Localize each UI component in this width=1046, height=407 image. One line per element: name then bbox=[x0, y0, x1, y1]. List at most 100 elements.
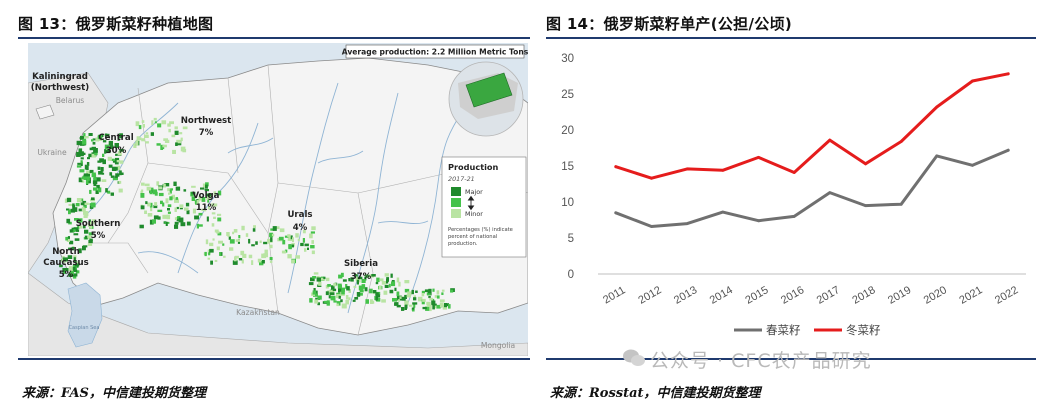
series-0-point bbox=[1006, 148, 1010, 152]
y-tick-label: 25 bbox=[561, 89, 574, 101]
crop-patch bbox=[194, 215, 199, 220]
crop-patch bbox=[166, 214, 171, 220]
crop-patch bbox=[370, 299, 373, 304]
bottom-rule bbox=[18, 358, 530, 360]
crop-patch bbox=[88, 133, 93, 136]
crop-patch bbox=[163, 138, 168, 141]
crop-patch bbox=[302, 230, 306, 234]
crop-patch bbox=[172, 149, 176, 154]
crop-patch bbox=[176, 139, 182, 144]
crop-patch bbox=[68, 209, 71, 215]
crop-patch bbox=[71, 229, 74, 232]
crop-patch bbox=[110, 192, 114, 196]
crop-patch bbox=[82, 245, 86, 251]
crop-patch bbox=[345, 299, 349, 305]
crop-patch bbox=[201, 208, 207, 212]
crop-patch bbox=[84, 235, 88, 240]
crop-patch bbox=[212, 203, 218, 207]
crop-patch bbox=[295, 233, 299, 238]
crop-patch bbox=[74, 218, 79, 221]
crop-patch bbox=[339, 285, 342, 289]
series-1-point bbox=[1006, 72, 1010, 76]
crop-patch bbox=[163, 183, 166, 188]
crop-patch bbox=[178, 217, 184, 223]
x-tick-label: 2011 bbox=[601, 284, 627, 306]
x-tick-label: 2014 bbox=[708, 284, 735, 307]
crop-patch bbox=[354, 297, 359, 300]
crop-patch bbox=[323, 276, 326, 280]
crop-patch bbox=[167, 188, 171, 192]
crop-patch bbox=[89, 238, 93, 242]
crop-patch bbox=[211, 203, 215, 207]
crop-patch bbox=[141, 189, 144, 193]
crop-patch bbox=[309, 298, 313, 303]
crop-patch bbox=[138, 125, 142, 130]
crop-patch bbox=[65, 236, 68, 241]
crop-patch bbox=[145, 201, 148, 205]
crop-patch bbox=[317, 295, 322, 300]
crop-patch bbox=[371, 300, 375, 304]
series-1-point bbox=[614, 165, 618, 169]
crop-patch bbox=[434, 303, 437, 306]
crop-patch bbox=[259, 260, 264, 266]
crop-patch bbox=[240, 250, 245, 256]
crop-patch bbox=[412, 302, 418, 305]
crop-patch bbox=[147, 213, 153, 217]
region-central-pct: 30% bbox=[106, 146, 127, 156]
crop-patch bbox=[326, 300, 330, 305]
crop-patch bbox=[153, 205, 158, 209]
crop-patch bbox=[276, 226, 280, 230]
crop-patch bbox=[235, 239, 240, 242]
crop-patch bbox=[183, 189, 187, 192]
crop-patch bbox=[175, 197, 178, 200]
crop-patch bbox=[412, 307, 415, 310]
crop-patch bbox=[196, 223, 199, 229]
crop-patch bbox=[336, 303, 339, 307]
crop-patch bbox=[180, 146, 186, 152]
legend-major: Major bbox=[465, 188, 483, 196]
crop-patch bbox=[174, 217, 177, 221]
crop-patch bbox=[346, 286, 350, 291]
crop-patch bbox=[229, 247, 234, 251]
series-line-1 bbox=[614, 72, 1010, 180]
crop-patch bbox=[147, 202, 151, 207]
crop-patch bbox=[364, 274, 368, 279]
region-northwest-pct: 7% bbox=[199, 128, 214, 138]
crop-patch bbox=[72, 203, 75, 207]
crop-patch bbox=[345, 295, 349, 300]
region-volga-pct: 11% bbox=[196, 203, 217, 213]
crop-patch bbox=[83, 133, 86, 137]
crop-patch bbox=[115, 173, 120, 177]
crop-patch bbox=[95, 177, 101, 182]
crop-patch bbox=[144, 183, 150, 187]
crop-patch bbox=[82, 152, 86, 155]
series-0-point bbox=[757, 219, 760, 223]
river-5 bbox=[137, 251, 199, 274]
crop-patch bbox=[311, 250, 315, 255]
crop-patch bbox=[375, 282, 379, 285]
crop-patch bbox=[108, 164, 113, 168]
crop-patch bbox=[86, 236, 91, 239]
crop-patch bbox=[340, 299, 343, 303]
crop-patch bbox=[89, 224, 93, 229]
crop-patch bbox=[174, 126, 178, 130]
crop-patch bbox=[174, 130, 179, 135]
crop-patch bbox=[91, 219, 96, 224]
crop-patch bbox=[160, 145, 163, 150]
crop-patch bbox=[317, 302, 320, 306]
crop-patch bbox=[413, 303, 416, 308]
crop-patch bbox=[62, 268, 65, 273]
crop-patch bbox=[310, 277, 315, 282]
crop-patch bbox=[411, 289, 414, 295]
crop-patch bbox=[245, 233, 249, 237]
crop-patch bbox=[217, 217, 222, 222]
crop-patch bbox=[119, 148, 124, 152]
y-tick-label: 20 bbox=[561, 125, 574, 137]
crop-patch bbox=[162, 144, 167, 148]
crop-patch bbox=[115, 153, 118, 156]
crop-patch bbox=[207, 257, 211, 260]
crop-patch bbox=[284, 235, 289, 238]
crop-patch bbox=[428, 288, 432, 294]
crop-patch bbox=[119, 133, 123, 139]
crop-patch bbox=[396, 295, 402, 301]
